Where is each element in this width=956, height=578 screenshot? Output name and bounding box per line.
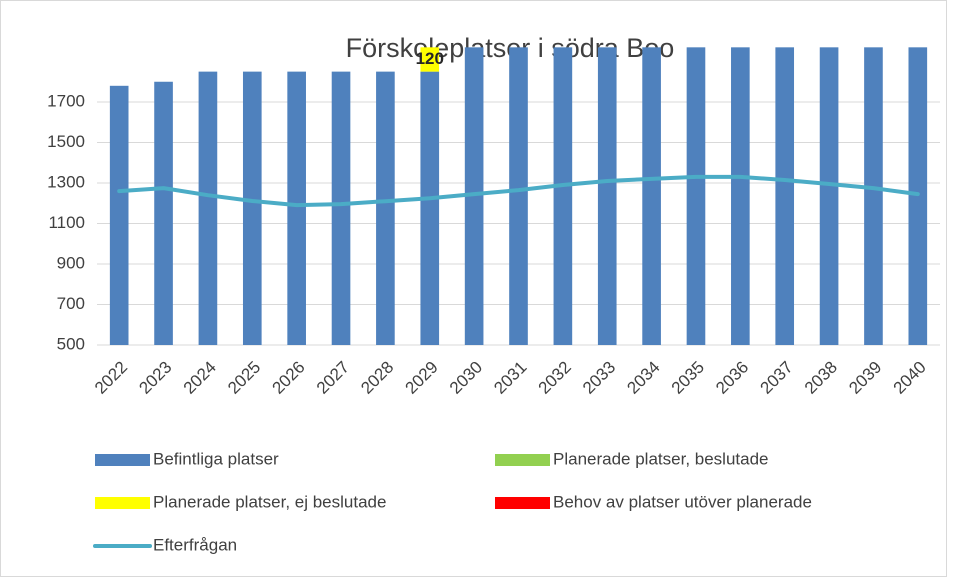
bar-segment [731,47,750,345]
y-tick-label: 1100 [48,213,85,232]
legend-label: Planerade platser, ej beslutade [153,492,386,511]
bar-segment [420,71,440,345]
legend-swatch [95,454,150,466]
bar-segment [775,47,795,345]
bar-segment [420,47,440,72]
bar-segment [464,47,484,345]
y-tick-label: 1700 [47,91,85,110]
bar-segment [242,71,262,345]
bar-segment [908,47,928,345]
legend-label: Efterfrågan [153,535,237,554]
bar-segment [686,47,706,345]
y-tick-label: 1300 [47,172,85,191]
bar-segment [376,71,395,345]
bar-segment [154,81,173,345]
legend-label: Planerade platser, beslutade [553,449,769,468]
y-tick-label: 500 [57,334,85,353]
bar-segment [198,71,218,345]
legend-label: Behov av platser utöver planerade [553,492,812,511]
y-tick-label: 700 [57,294,85,313]
legend-swatch [495,497,550,509]
bar-segment [642,47,661,345]
y-tick-label: 1500 [47,132,85,151]
bar-segment [509,47,528,345]
bar-segment [287,71,306,345]
bar-segment [553,47,573,345]
bar-segment [597,47,617,345]
bar-segment [331,71,351,345]
line-series [117,174,920,208]
legend-label: Befintliga platser [153,449,279,468]
data-label: 120 [416,49,444,68]
bar-segment [819,47,839,345]
legend-swatch [95,497,150,509]
bar-segment [864,47,883,345]
legend-swatch [495,454,550,466]
bar-segment [109,85,129,346]
y-tick-label: 900 [57,253,85,272]
